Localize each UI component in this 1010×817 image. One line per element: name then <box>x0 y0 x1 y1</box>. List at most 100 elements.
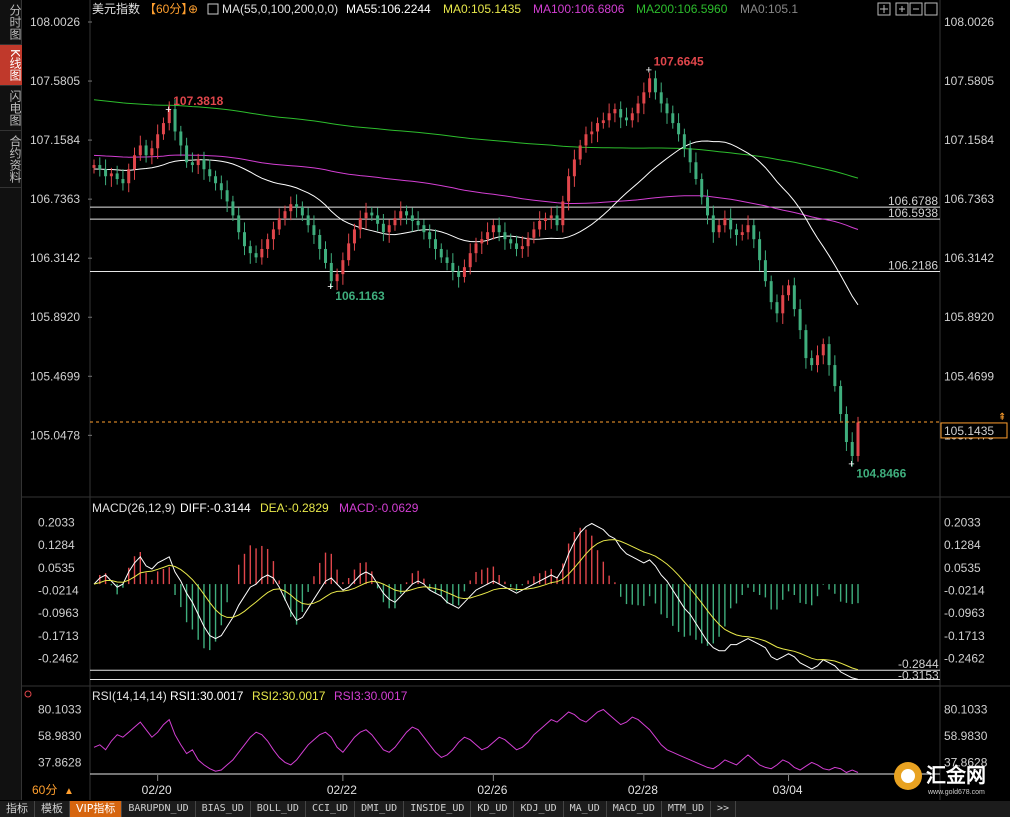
logo-text: 汇金网 <box>926 763 986 787</box>
macd-level-label: -0.3153 <box>898 669 939 683</box>
candle-body <box>781 295 785 314</box>
tab-timeshare[interactable]: 分时图 <box>0 0 22 45</box>
candle-body <box>706 197 710 216</box>
indicator-tab[interactable]: BIAS_UD <box>196 801 251 817</box>
candle-body <box>329 262 333 282</box>
tab-lightning[interactable]: 闪电图 <box>0 86 22 131</box>
candle-body <box>462 267 466 277</box>
candle-body <box>677 123 681 135</box>
price-tick-left: 106.3142 <box>30 251 80 265</box>
price-tick-left: 105.8920 <box>30 310 80 324</box>
date-axis: 02/20 02/22 02/26 02/28 03/04 <box>142 775 803 797</box>
candle-body <box>121 179 125 184</box>
macd-label: MACD(26,12,9) <box>92 501 175 515</box>
candle-body <box>532 229 536 238</box>
candle-body <box>416 220 420 226</box>
candle-body <box>613 109 617 114</box>
indicator-tab[interactable]: 指标 <box>0 801 35 817</box>
maximize-icon[interactable] <box>924 2 938 16</box>
indicator-tab[interactable]: MACD_UD <box>607 801 662 817</box>
price-tick-right: 108.0026 <box>944 15 994 29</box>
candle-body <box>445 257 449 263</box>
extreme-label: 106.1163 <box>335 289 385 303</box>
level-label: 106.2186 <box>888 259 938 273</box>
candle-body <box>543 218 547 221</box>
candle-body <box>150 148 154 156</box>
macd-tick-right: -0.0963 <box>944 606 985 620</box>
indicator-tab[interactable]: VIP指标 <box>70 801 123 817</box>
macd-diff: DIFF:-0.3144 <box>180 501 251 515</box>
candle-body <box>752 225 756 240</box>
rsi-line <box>93 708 859 774</box>
candle-body <box>98 165 102 170</box>
macd-tick-left: 0.1284 <box>38 538 75 552</box>
crosshair-icon[interactable] <box>877 2 891 16</box>
macd-tick-right: 0.2033 <box>944 516 981 530</box>
candle-body <box>607 113 611 121</box>
candle-body <box>688 148 692 163</box>
zoom-out-icon[interactable] <box>909 2 923 16</box>
candle-body <box>578 145 582 160</box>
candle-body <box>92 165 96 168</box>
candle-body <box>457 271 461 277</box>
current-price-box <box>940 422 1008 439</box>
candle-body <box>231 201 235 216</box>
candle-body <box>428 232 432 240</box>
candle-body <box>474 243 478 254</box>
candle-body <box>758 239 762 261</box>
candle-body <box>138 145 142 156</box>
rsi-settings-icon[interactable] <box>24 690 32 698</box>
candle-body <box>422 225 426 233</box>
candle-body <box>526 237 530 247</box>
candle-body <box>787 285 791 296</box>
indicator-tab[interactable]: INSIDE_UD <box>404 801 472 817</box>
candle-body <box>173 109 177 132</box>
ma200-line <box>93 99 859 179</box>
indicator-tab[interactable]: KD_UD <box>471 801 515 817</box>
candle-body <box>792 285 796 310</box>
indicator-tab[interactable]: CCI_UD <box>306 801 356 817</box>
candle-body <box>277 218 281 230</box>
candle-body <box>491 225 495 233</box>
moving-average-lines <box>93 99 859 306</box>
candle-body <box>850 442 854 457</box>
candle-body <box>289 204 293 212</box>
indicator-tab[interactable]: BARUPDN_UD <box>122 801 196 817</box>
rsi-tick-left: 37.8628 <box>38 756 82 770</box>
indicator-tab[interactable]: DMI_UD <box>355 801 405 817</box>
indicator-tab[interactable]: >> <box>711 801 737 817</box>
zoom-in-icon[interactable] <box>895 2 909 16</box>
extreme-marker: + <box>848 458 854 470</box>
candle-body <box>312 225 316 235</box>
extreme-label: 104.8466 <box>856 466 906 480</box>
rsi-tick-left: 80.1033 <box>38 702 82 716</box>
tab-contract-info[interactable]: 合约资料 <box>0 131 22 188</box>
indicator-tab[interactable]: KDJ_UD <box>514 801 564 817</box>
candle-body <box>682 134 686 149</box>
macd-tick-left: 0.0535 <box>38 561 75 575</box>
indicator-tab[interactable]: MTM_UD <box>662 801 711 817</box>
period-dropdown-icon[interactable]: ▲ <box>64 786 74 797</box>
candle-body <box>399 211 403 219</box>
extreme-marker: + <box>165 104 171 116</box>
settings-icon[interactable]: ⊕ <box>188 2 198 16</box>
indicator-icon[interactable] <box>207 3 219 15</box>
macd-value: MACD:-0.0629 <box>339 501 419 515</box>
indicator-tab[interactable]: BOLL_UD <box>251 801 306 817</box>
candle-body <box>671 113 675 124</box>
level-label: 106.5938 <box>888 206 938 220</box>
candle-body <box>451 262 455 272</box>
tab-kline[interactable]: K线图 <box>0 45 22 86</box>
indicator-tab[interactable]: 模板 <box>35 801 70 817</box>
macd-axis: 0.2033 0.2033 0.1284 0.1284 0.0535 0.0535 -0.0… <box>38 516 985 683</box>
macd-dea: DEA:-0.2829 <box>260 501 329 515</box>
candle-body <box>844 414 848 443</box>
candle-body <box>161 123 165 135</box>
candle-body <box>190 162 194 166</box>
candle-body <box>763 260 767 282</box>
candle-body <box>208 169 212 177</box>
indicator-tab[interactable]: MA_UD <box>564 801 607 817</box>
macd-tick-left: -0.0963 <box>38 606 79 620</box>
date-tick-label: 02/20 <box>142 783 172 797</box>
